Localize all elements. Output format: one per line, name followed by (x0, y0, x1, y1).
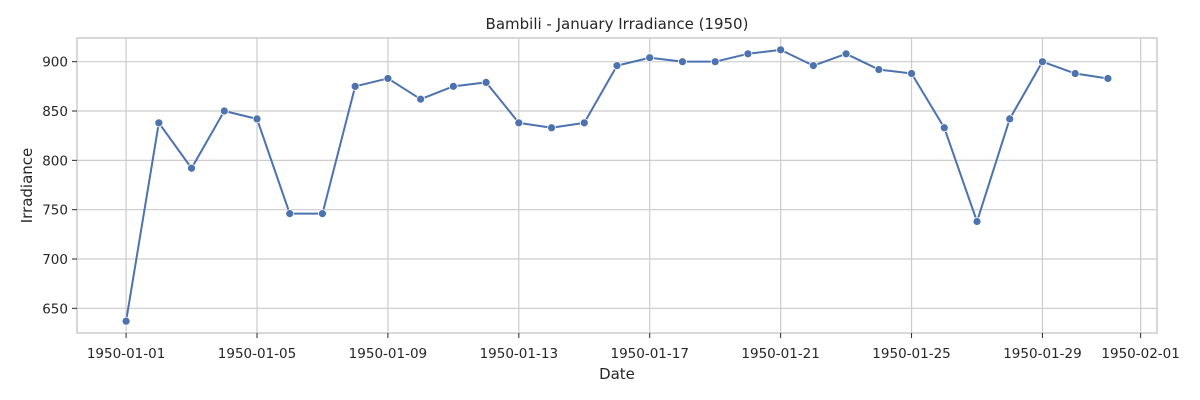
x-tick-label: 1950-01-29 (1003, 346, 1081, 362)
data-point (154, 118, 164, 128)
x-tick-label: 1950-01-05 (218, 346, 296, 362)
data-point (187, 163, 196, 173)
data-point (416, 94, 426, 104)
x-tick-label: 1950-01-17 (610, 346, 688, 362)
data-point (972, 217, 982, 226)
data-point (448, 81, 458, 91)
series-line (125, 48, 1109, 322)
series (121, 45, 1113, 326)
data-point (514, 118, 524, 128)
data-point (121, 316, 131, 326)
x-tick-label: 1950-01-21 (741, 346, 819, 362)
plot-frame (76, 37, 1158, 334)
data-point (808, 61, 818, 71)
data-point (481, 78, 491, 87)
data-point (285, 209, 295, 219)
data-point (743, 49, 753, 59)
data-point (318, 209, 327, 219)
x-tick-label: 1950-02-01 (1101, 346, 1179, 362)
data-point (1005, 114, 1015, 124)
data-point (939, 123, 949, 133)
y-tick-label: 900 (42, 55, 68, 71)
data-point (547, 123, 556, 133)
y-tick-label: 650 (42, 301, 68, 317)
data-point (776, 45, 786, 55)
grid (77, 38, 1157, 333)
y-tick-label: 850 (42, 104, 68, 120)
data-point (383, 74, 393, 83)
y-axis-label: Irradiance (18, 148, 36, 224)
ticks: 1950-01-01 1950-01-05 1950-01-09 1950-01-13… (42, 55, 1180, 362)
data-point (907, 69, 916, 78)
data-point (874, 65, 884, 74)
data-point (710, 57, 720, 67)
data-point (1038, 57, 1047, 67)
data-point (612, 61, 622, 71)
y-tick-label: 750 (42, 203, 68, 219)
x-tick-label: 1950-01-01 (87, 346, 165, 362)
chart-title: Bambili - January Irradiance (1950) (486, 15, 749, 33)
x-tick-label: 1950-01-25 (872, 346, 950, 362)
data-point (645, 53, 655, 63)
data-point (678, 57, 687, 67)
data-point (219, 106, 229, 116)
y-tick-label: 700 (42, 252, 68, 268)
x-tick-label: 1950-01-13 (480, 346, 558, 362)
data-point (1070, 69, 1080, 78)
y-tick-label: 800 (42, 153, 68, 169)
x-tick-label: 1950-01-09 (349, 346, 427, 362)
data-point (252, 114, 262, 124)
data-point (841, 49, 851, 59)
data-point (1103, 74, 1113, 83)
x-axis-label: Date (599, 365, 635, 383)
data-point (579, 118, 589, 128)
data-point (350, 81, 360, 91)
